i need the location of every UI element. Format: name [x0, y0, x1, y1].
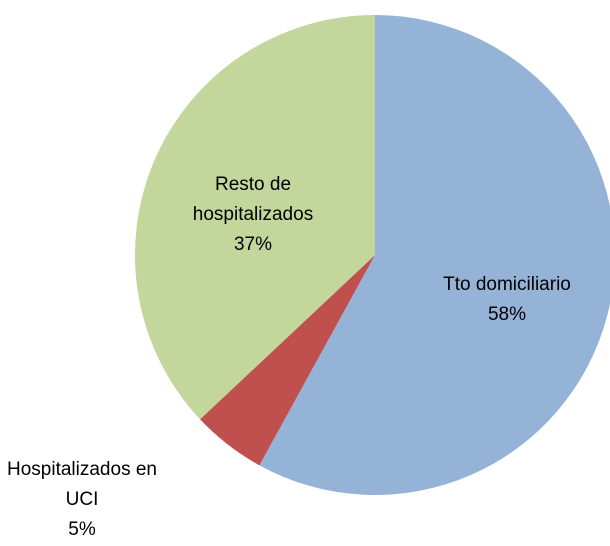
value-label: 5%: [68, 519, 96, 540]
value-label: 37%: [233, 234, 273, 255]
slice-label: Hospitalizados en UCI 5%: [7, 455, 157, 545]
value-label: 58%: [487, 304, 527, 325]
pie-slice: [135, 15, 375, 420]
category-label: Resto de hospitalizados: [192, 174, 314, 225]
pie-slice: [200, 255, 375, 466]
slice-label: Resto de hospitalizados 37%: [178, 170, 328, 260]
category-label: Tto domiciliario: [443, 274, 571, 295]
slice-label: Tto domiciliario 58%: [402, 270, 610, 330]
category-label: Hospitalizados en UCI: [7, 459, 157, 510]
pie-slice: [259, 15, 610, 495]
